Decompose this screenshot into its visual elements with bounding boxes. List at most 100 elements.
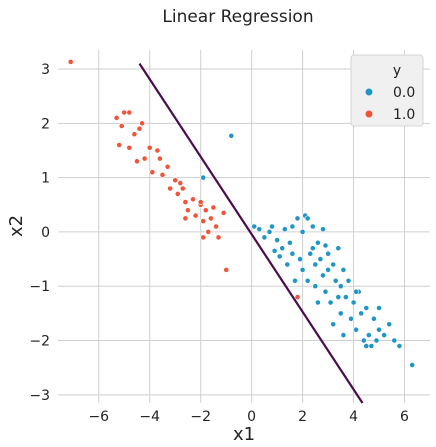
point-s0-33 [335,245,342,252]
point-s0-22 [312,283,319,290]
y-tick-label-5: 2 [41,116,50,132]
point-s0-65 [363,343,370,349]
point-s0-12 [289,223,296,230]
point-s0-57 [314,299,321,306]
point-s1-14 [164,163,171,170]
point-s1-13 [159,171,166,178]
point-s1-31 [223,266,230,273]
point-s0-34 [337,283,344,290]
point-s0-28 [325,250,331,257]
point-s0-31 [330,261,337,268]
point-s1-15 [172,177,179,184]
point-s0-8 [279,245,286,252]
point-s0-25 [320,272,326,279]
point-s0-10 [276,253,283,260]
regression-line-group [138,62,364,404]
x-tick-labels: −6 −4 −2 0 2 4 6 [88,409,409,425]
point-s0-14 [297,256,303,262]
data-points [67,59,416,368]
point-s1-17 [179,185,186,192]
point-s1-12 [156,155,163,162]
y-tick-label-3: 0 [41,225,50,241]
point-s0-38 [345,277,352,284]
point-s1-28 [215,234,222,241]
point-s1-34 [167,185,173,192]
point-s0-44 [360,337,367,344]
x-tick-label-0: −6 [88,409,109,425]
point-s0-1 [200,174,207,181]
point-s0-51 [381,332,387,338]
point-s1-30 [182,215,189,222]
point-s0-60 [304,215,311,222]
legend: y 0.0 1.0 [350,54,424,127]
point-s1-10 [141,155,148,162]
point-s1-25 [205,228,212,235]
regression-line [138,62,364,404]
point-s0-53 [391,337,398,344]
point-s1-0 [67,59,74,65]
point-s0-15 [299,228,306,235]
y-axis-label: x2 [6,215,27,237]
point-s0-52 [386,321,393,328]
point-s0-5 [266,228,273,235]
point-s0-21 [312,261,319,268]
legend-label-0: 0.0 [393,85,415,101]
x-tick-label-6: 6 [400,409,409,425]
point-s1-33 [207,215,214,222]
point-s0-32 [332,277,339,284]
point-s0-19 [307,250,314,257]
point-s1-37 [294,294,301,300]
point-s1-32 [220,209,227,216]
point-s0-48 [370,315,377,322]
point-s0-69 [322,242,329,249]
point-s0-62 [289,250,296,257]
point-s0-64 [340,332,347,338]
point-s0-47 [368,343,375,349]
point-s0-0 [228,132,235,139]
y-tick-label-6: 3 [41,62,50,78]
point-s0-29 [325,266,331,273]
point-s0-6 [269,223,275,230]
y-tick-label-2: −1 [29,279,50,295]
point-s0-58 [330,321,337,328]
point-s0-56 [292,277,298,284]
point-s0-2 [251,223,258,230]
point-s0-11 [286,239,293,246]
point-s1-11 [149,169,156,176]
x-tick-label-4: 2 [298,409,307,425]
y-tick-label-0: −3 [29,388,50,404]
point-s0-66 [376,305,382,311]
point-s1-20 [190,196,196,203]
point-s1-21 [192,212,199,219]
legend-title: y [393,63,401,79]
point-s1-24 [202,207,209,214]
point-s1-38 [177,180,184,186]
point-s0-46 [365,332,372,338]
chart-title: Linear Regression [162,7,313,27]
point-s0-7 [274,237,280,243]
y-tick-label-1: −2 [29,334,50,350]
point-s0-36 [340,266,347,273]
x-tick-label-3: 0 [247,409,256,425]
point-s0-27 [322,288,329,295]
point-s1-16 [174,190,181,197]
point-s1-23 [200,218,207,224]
point-s1-3 [126,109,133,116]
point-s1-35 [134,158,140,165]
point-s0-55 [409,362,416,368]
y-tick-labels: −3 −2 −1 0 1 2 3 [29,62,50,404]
point-s0-16 [299,266,306,273]
point-s1-36 [139,120,145,127]
point-s0-54 [396,343,403,349]
point-s0-23 [314,239,321,246]
point-s0-3 [256,226,263,233]
x-tick-label-2: −2 [190,409,211,425]
point-s0-4 [261,234,268,241]
point-s0-50 [376,326,382,333]
point-s1-4 [118,123,125,129]
point-s0-39 [348,315,354,322]
point-s0-43 [358,310,365,317]
point-s1-40 [154,147,161,154]
point-s0-41 [353,326,359,333]
x-axis-label: x1 [233,424,255,445]
